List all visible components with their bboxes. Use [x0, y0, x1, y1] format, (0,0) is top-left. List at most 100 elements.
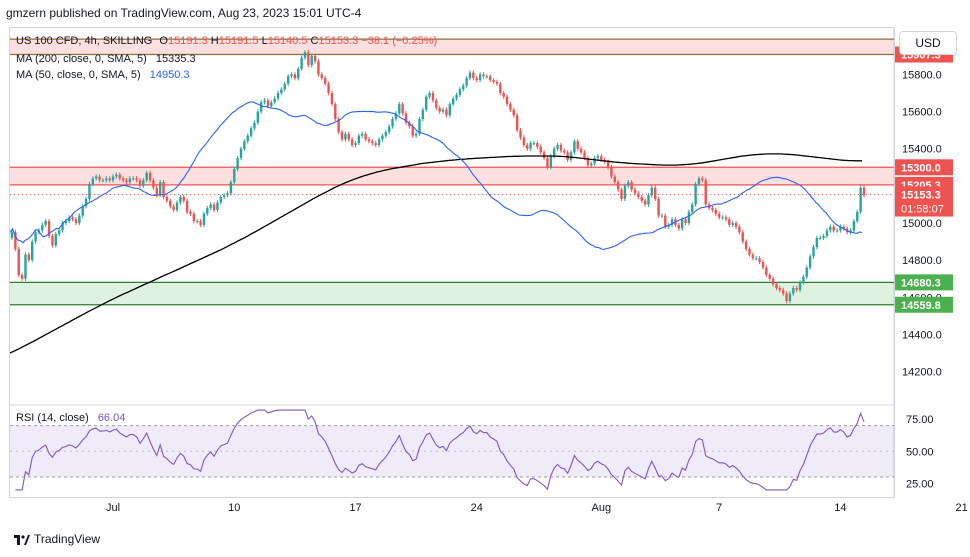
candle-body [819, 237, 822, 239]
candle-body [788, 293, 792, 301]
candle-body [586, 158, 590, 166]
candle-body [755, 258, 758, 260]
candle-body [798, 282, 802, 290]
candle-body [812, 247, 815, 257]
candle-body [835, 230, 839, 232]
price-tick-label: 14200.0 [902, 367, 942, 379]
candle-body [135, 178, 138, 181]
candle-body [138, 180, 142, 186]
candle-body [293, 74, 297, 79]
candle-body [438, 107, 441, 112]
candle-body [212, 204, 216, 210]
candle-body [239, 148, 243, 158]
candle-body [643, 200, 647, 205]
candle-body [613, 176, 616, 183]
candle-body [748, 249, 751, 255]
candle-body [640, 197, 643, 201]
candle-body [650, 187, 654, 196]
candle-body [27, 254, 31, 261]
ma50-legend[interactable]: MA (50, close, 0, SMA, 5) 14950.3 [16, 69, 190, 81]
ma200-legend[interactable]: MA (200, close, 0, SMA, 5) 15335.3 [16, 53, 196, 65]
candle-body [694, 184, 697, 205]
candle-body [714, 210, 718, 214]
candle-body [88, 184, 91, 199]
candle-body [728, 219, 731, 225]
candle-body [10, 232, 14, 238]
candle-body [792, 288, 795, 294]
time-tick-label: 24 [471, 502, 483, 514]
open-value: 15191.3 [167, 35, 208, 47]
candle-body [344, 133, 347, 140]
candle-body [384, 132, 388, 136]
candle-body [81, 206, 84, 216]
price-tick-label: 14400.0 [902, 329, 942, 341]
high-value: 15191.5 [218, 35, 259, 47]
candle-body [677, 224, 680, 229]
candle-body [680, 219, 684, 229]
candle-body [61, 223, 64, 231]
ma50-value: 14950.3 [149, 69, 190, 81]
candle-body [276, 93, 280, 99]
time-tick-label: 10 [228, 502, 240, 514]
candle-body [17, 249, 20, 275]
candle-body [775, 284, 778, 288]
candle-body [84, 198, 88, 207]
candle-body [441, 109, 445, 112]
candle-body [226, 193, 229, 196]
publisher-header: gmzern published on TradingView.com, Aug… [6, 6, 362, 20]
candle-body [111, 176, 115, 181]
candle-body [654, 187, 657, 199]
change-value: −38.1 (−0.25%) [361, 35, 438, 47]
candle-body [670, 219, 674, 225]
candle-body [569, 152, 573, 160]
candle-body [189, 211, 192, 214]
candle-body [421, 109, 425, 119]
price-label-text: 15300.0 [901, 162, 941, 174]
candle-body [475, 78, 478, 80]
candle-body [455, 94, 458, 99]
price-label-text: 14559.8 [901, 300, 941, 312]
candle-body [771, 278, 775, 285]
price-tick-label: 15400.0 [902, 144, 942, 156]
candle-body [374, 143, 377, 145]
ma50-line [9, 101, 863, 251]
price-tick-label: 15800.0 [902, 69, 942, 81]
candle-body [468, 72, 472, 79]
candle-body [478, 74, 482, 80]
currency-button[interactable]: USD [899, 31, 957, 55]
footer-brand[interactable]: TradingView [14, 532, 100, 546]
candle-body [852, 221, 856, 231]
candle-body [300, 57, 303, 69]
candle-body [340, 132, 344, 140]
price-label-box [895, 159, 953, 176]
time-tick-label: 7 [716, 502, 722, 514]
candle-body [357, 135, 361, 144]
candle-body [364, 133, 367, 140]
close-value: 15153.3 [318, 35, 359, 47]
candle-body [660, 215, 664, 217]
candle-body [121, 178, 125, 181]
candle-body [145, 172, 148, 181]
candle-body [162, 182, 165, 197]
candle-body [64, 221, 68, 223]
symbol-label[interactable]: US 100 CFD, 4h, SKILLING [16, 35, 153, 47]
candle-body [98, 176, 101, 181]
candle-body [401, 104, 404, 114]
candle-body [229, 182, 233, 194]
candle-body [687, 211, 691, 223]
candle-body [115, 174, 118, 177]
time-tick-label: 21 [956, 502, 968, 514]
candle-body [839, 226, 842, 231]
candle-body [202, 213, 206, 225]
rsi-tick-label: 50.00 [906, 446, 934, 458]
candle-body [317, 61, 320, 75]
candle-body [125, 180, 128, 183]
candle-body [583, 152, 586, 158]
candle-body [768, 275, 771, 279]
candle-body [142, 180, 145, 186]
rsi-legend[interactable]: RSI (14, close) 66.04 [16, 412, 125, 424]
candle-body [371, 141, 374, 144]
rsi-tick-label: 25.00 [906, 478, 934, 490]
time-tick-label: Jul [106, 502, 120, 514]
